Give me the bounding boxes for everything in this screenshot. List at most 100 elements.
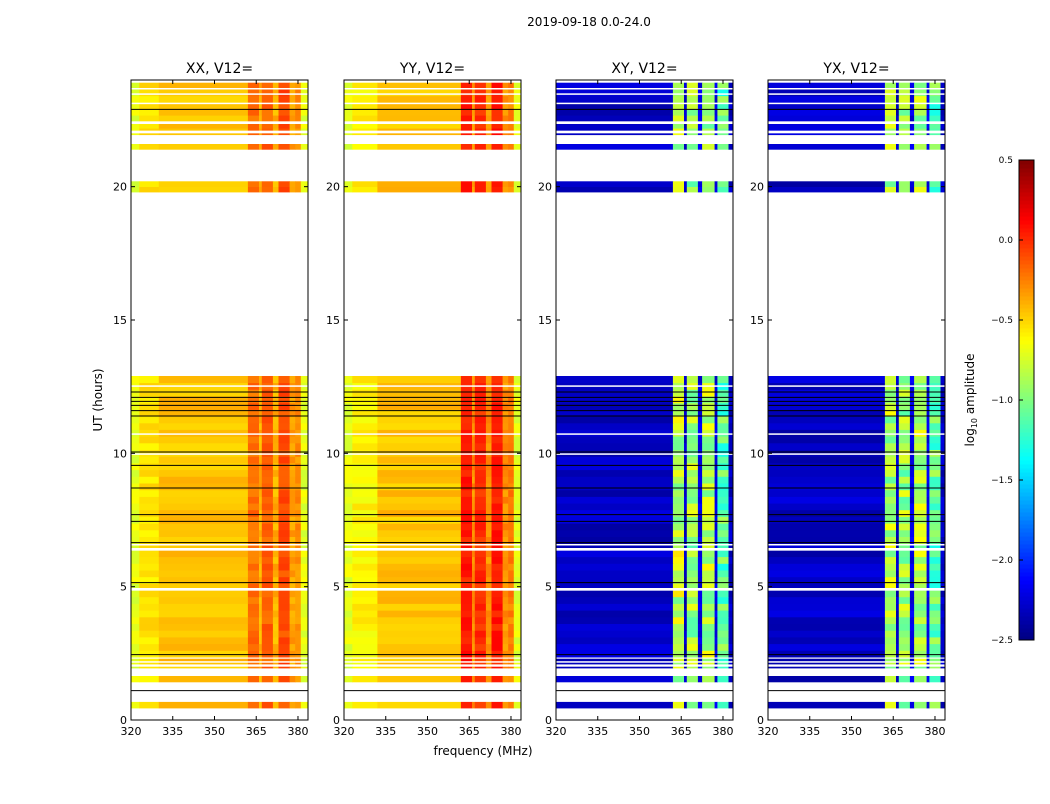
heatmap-cell	[485, 496, 492, 504]
heatmap-cell	[513, 489, 522, 497]
heatmap-cell	[768, 429, 886, 437]
y-tick-label: 15	[750, 314, 764, 327]
heatmap-cell	[460, 662, 473, 665]
heatmap-cell	[295, 637, 302, 645]
heatmap-cell	[896, 456, 900, 464]
heatmap-cell	[460, 469, 473, 477]
heatmap-cell	[714, 402, 718, 410]
heatmap-cell	[672, 389, 685, 397]
colorbar-swatch	[1019, 300, 1034, 305]
heatmap-cell	[247, 616, 260, 624]
heatmap-cell	[926, 570, 930, 578]
colorbar-swatch	[1019, 544, 1034, 549]
heatmap-cell	[278, 576, 290, 584]
heatmap-cell	[556, 82, 674, 90]
heatmap-cell	[247, 186, 260, 193]
heatmap-cell	[474, 469, 487, 477]
heatmap-cell	[131, 121, 140, 129]
heatmap-cell	[259, 503, 263, 511]
heatmap-cell	[278, 463, 290, 471]
heatmap-cell	[472, 556, 476, 564]
heatmap-cell	[502, 483, 509, 491]
heatmap-cell	[717, 666, 729, 669]
heatmap-cell	[491, 389, 503, 397]
heatmap-cell	[278, 676, 290, 683]
heatmap-cell	[259, 630, 263, 638]
heatmap-cell	[684, 436, 688, 444]
heatmap-cell	[259, 436, 263, 444]
heatmap-cell	[377, 409, 462, 417]
heatmap-cell	[377, 95, 462, 103]
heatmap-cell	[139, 662, 160, 665]
gap-row	[344, 385, 521, 387]
heatmap-cell	[728, 666, 734, 669]
heatmap-cell	[508, 616, 515, 624]
heatmap-cell	[300, 186, 309, 193]
heatmap-cell	[717, 422, 729, 430]
heatmap-cell	[278, 469, 290, 477]
heatmap-cell	[485, 449, 492, 457]
colorbar-swatch	[1019, 508, 1034, 513]
heatmap-cell	[131, 550, 140, 558]
heatmap-cell	[686, 516, 699, 524]
heatmap-cell	[502, 108, 509, 116]
heatmap-cell	[272, 396, 279, 404]
heatmap-cell	[474, 121, 487, 129]
heatmap-cell	[697, 596, 703, 604]
colorbar-swatch	[1019, 532, 1034, 537]
heatmap-cell	[686, 666, 699, 669]
heatmap-cell	[728, 676, 734, 683]
heatmap-cell	[768, 662, 886, 665]
heatmap-cell	[513, 115, 522, 123]
heatmap-cell	[884, 523, 897, 531]
heatmap-cell	[278, 516, 290, 524]
colorbar-swatch	[1019, 220, 1034, 225]
heatmap-cell	[502, 630, 509, 638]
heatmap-cell	[940, 590, 946, 598]
heatmap-cell	[909, 186, 915, 193]
heatmap-cell	[929, 389, 941, 397]
heatmap-cell	[717, 144, 729, 150]
heatmap-cell	[259, 590, 263, 598]
heatmap-cell	[508, 509, 515, 517]
x-tick-label: 380	[287, 725, 308, 738]
heatmap-cell	[686, 456, 699, 464]
heatmap-cell	[684, 676, 688, 683]
heatmap-cell	[139, 496, 160, 504]
heatmap-cell	[377, 402, 462, 410]
heatmap-cell	[697, 108, 703, 116]
heatmap-cell	[686, 616, 699, 624]
heatmap-cell	[914, 662, 927, 665]
heatmap-cell	[460, 643, 473, 651]
heatmap-cell	[909, 676, 915, 683]
heatmap-cell	[898, 442, 911, 450]
heatmap-cell	[474, 95, 487, 103]
heatmap-cell	[686, 676, 699, 683]
heatmap-cell	[940, 630, 946, 638]
heatmap-cell	[684, 590, 688, 598]
heatmap-cell	[377, 89, 462, 97]
heatmap-cell	[300, 409, 309, 417]
heatmap-cell	[485, 402, 492, 410]
heatmap-cell	[139, 389, 160, 397]
heatmap-cell	[556, 616, 674, 624]
colorbar-swatch	[1019, 428, 1034, 433]
heatmap-cell	[697, 429, 703, 437]
heatmap-cell	[502, 429, 509, 437]
heatmap-cell	[278, 429, 290, 437]
heatmap-cell	[344, 396, 353, 404]
heatmap-cell	[686, 563, 699, 571]
heatmap-cell	[139, 543, 160, 551]
heatmap-cell	[513, 186, 522, 193]
heatmap-cell	[352, 429, 378, 437]
heatmap-cell	[914, 650, 927, 658]
heatmap-cell	[460, 529, 473, 537]
heatmap-cell	[491, 376, 503, 384]
heatmap-cell	[926, 108, 930, 116]
heatmap-cell	[914, 616, 927, 624]
heatmap-cell	[728, 402, 734, 410]
heatmap-cell	[896, 536, 900, 544]
heatmap-cell	[896, 95, 900, 103]
panel-frame	[343, 79, 522, 721]
heatmap-cell	[502, 449, 509, 457]
